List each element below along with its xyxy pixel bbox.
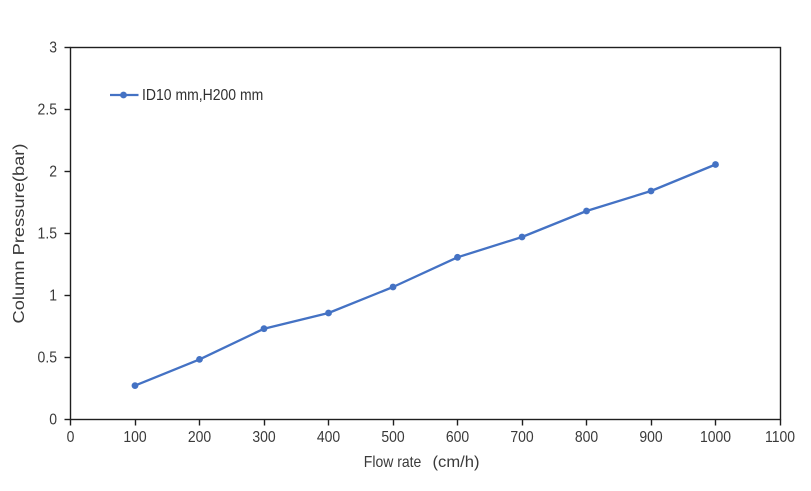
svg-text:0.5: 0.5 bbox=[38, 349, 57, 367]
svg-text:700: 700 bbox=[510, 428, 533, 446]
svg-text:0: 0 bbox=[67, 428, 75, 446]
svg-text:1000: 1000 bbox=[700, 428, 731, 446]
svg-text:800: 800 bbox=[575, 428, 598, 446]
svg-text:600: 600 bbox=[446, 428, 469, 446]
svg-text:Column Pressure(bar): Column Pressure(bar) bbox=[11, 144, 28, 324]
svg-text:0: 0 bbox=[49, 411, 57, 429]
svg-text:500: 500 bbox=[381, 428, 404, 446]
svg-text:300: 300 bbox=[252, 428, 275, 446]
svg-text:Flow rate: Flow rate bbox=[364, 453, 422, 471]
svg-text:900: 900 bbox=[639, 428, 662, 446]
svg-text:(cm/h): (cm/h) bbox=[433, 453, 480, 471]
svg-text:1100: 1100 bbox=[765, 428, 795, 446]
svg-text:ID10 mm,H200 mm: ID10 mm,H200 mm bbox=[142, 86, 263, 104]
svg-text:200: 200 bbox=[188, 428, 211, 446]
svg-text:1.5: 1.5 bbox=[38, 225, 57, 243]
svg-text:2.5: 2.5 bbox=[38, 101, 57, 119]
svg-text:1: 1 bbox=[49, 287, 57, 305]
svg-text:3: 3 bbox=[49, 39, 57, 57]
svg-text:400: 400 bbox=[317, 428, 340, 446]
svg-text:2: 2 bbox=[49, 163, 57, 181]
svg-text:100: 100 bbox=[123, 428, 146, 446]
